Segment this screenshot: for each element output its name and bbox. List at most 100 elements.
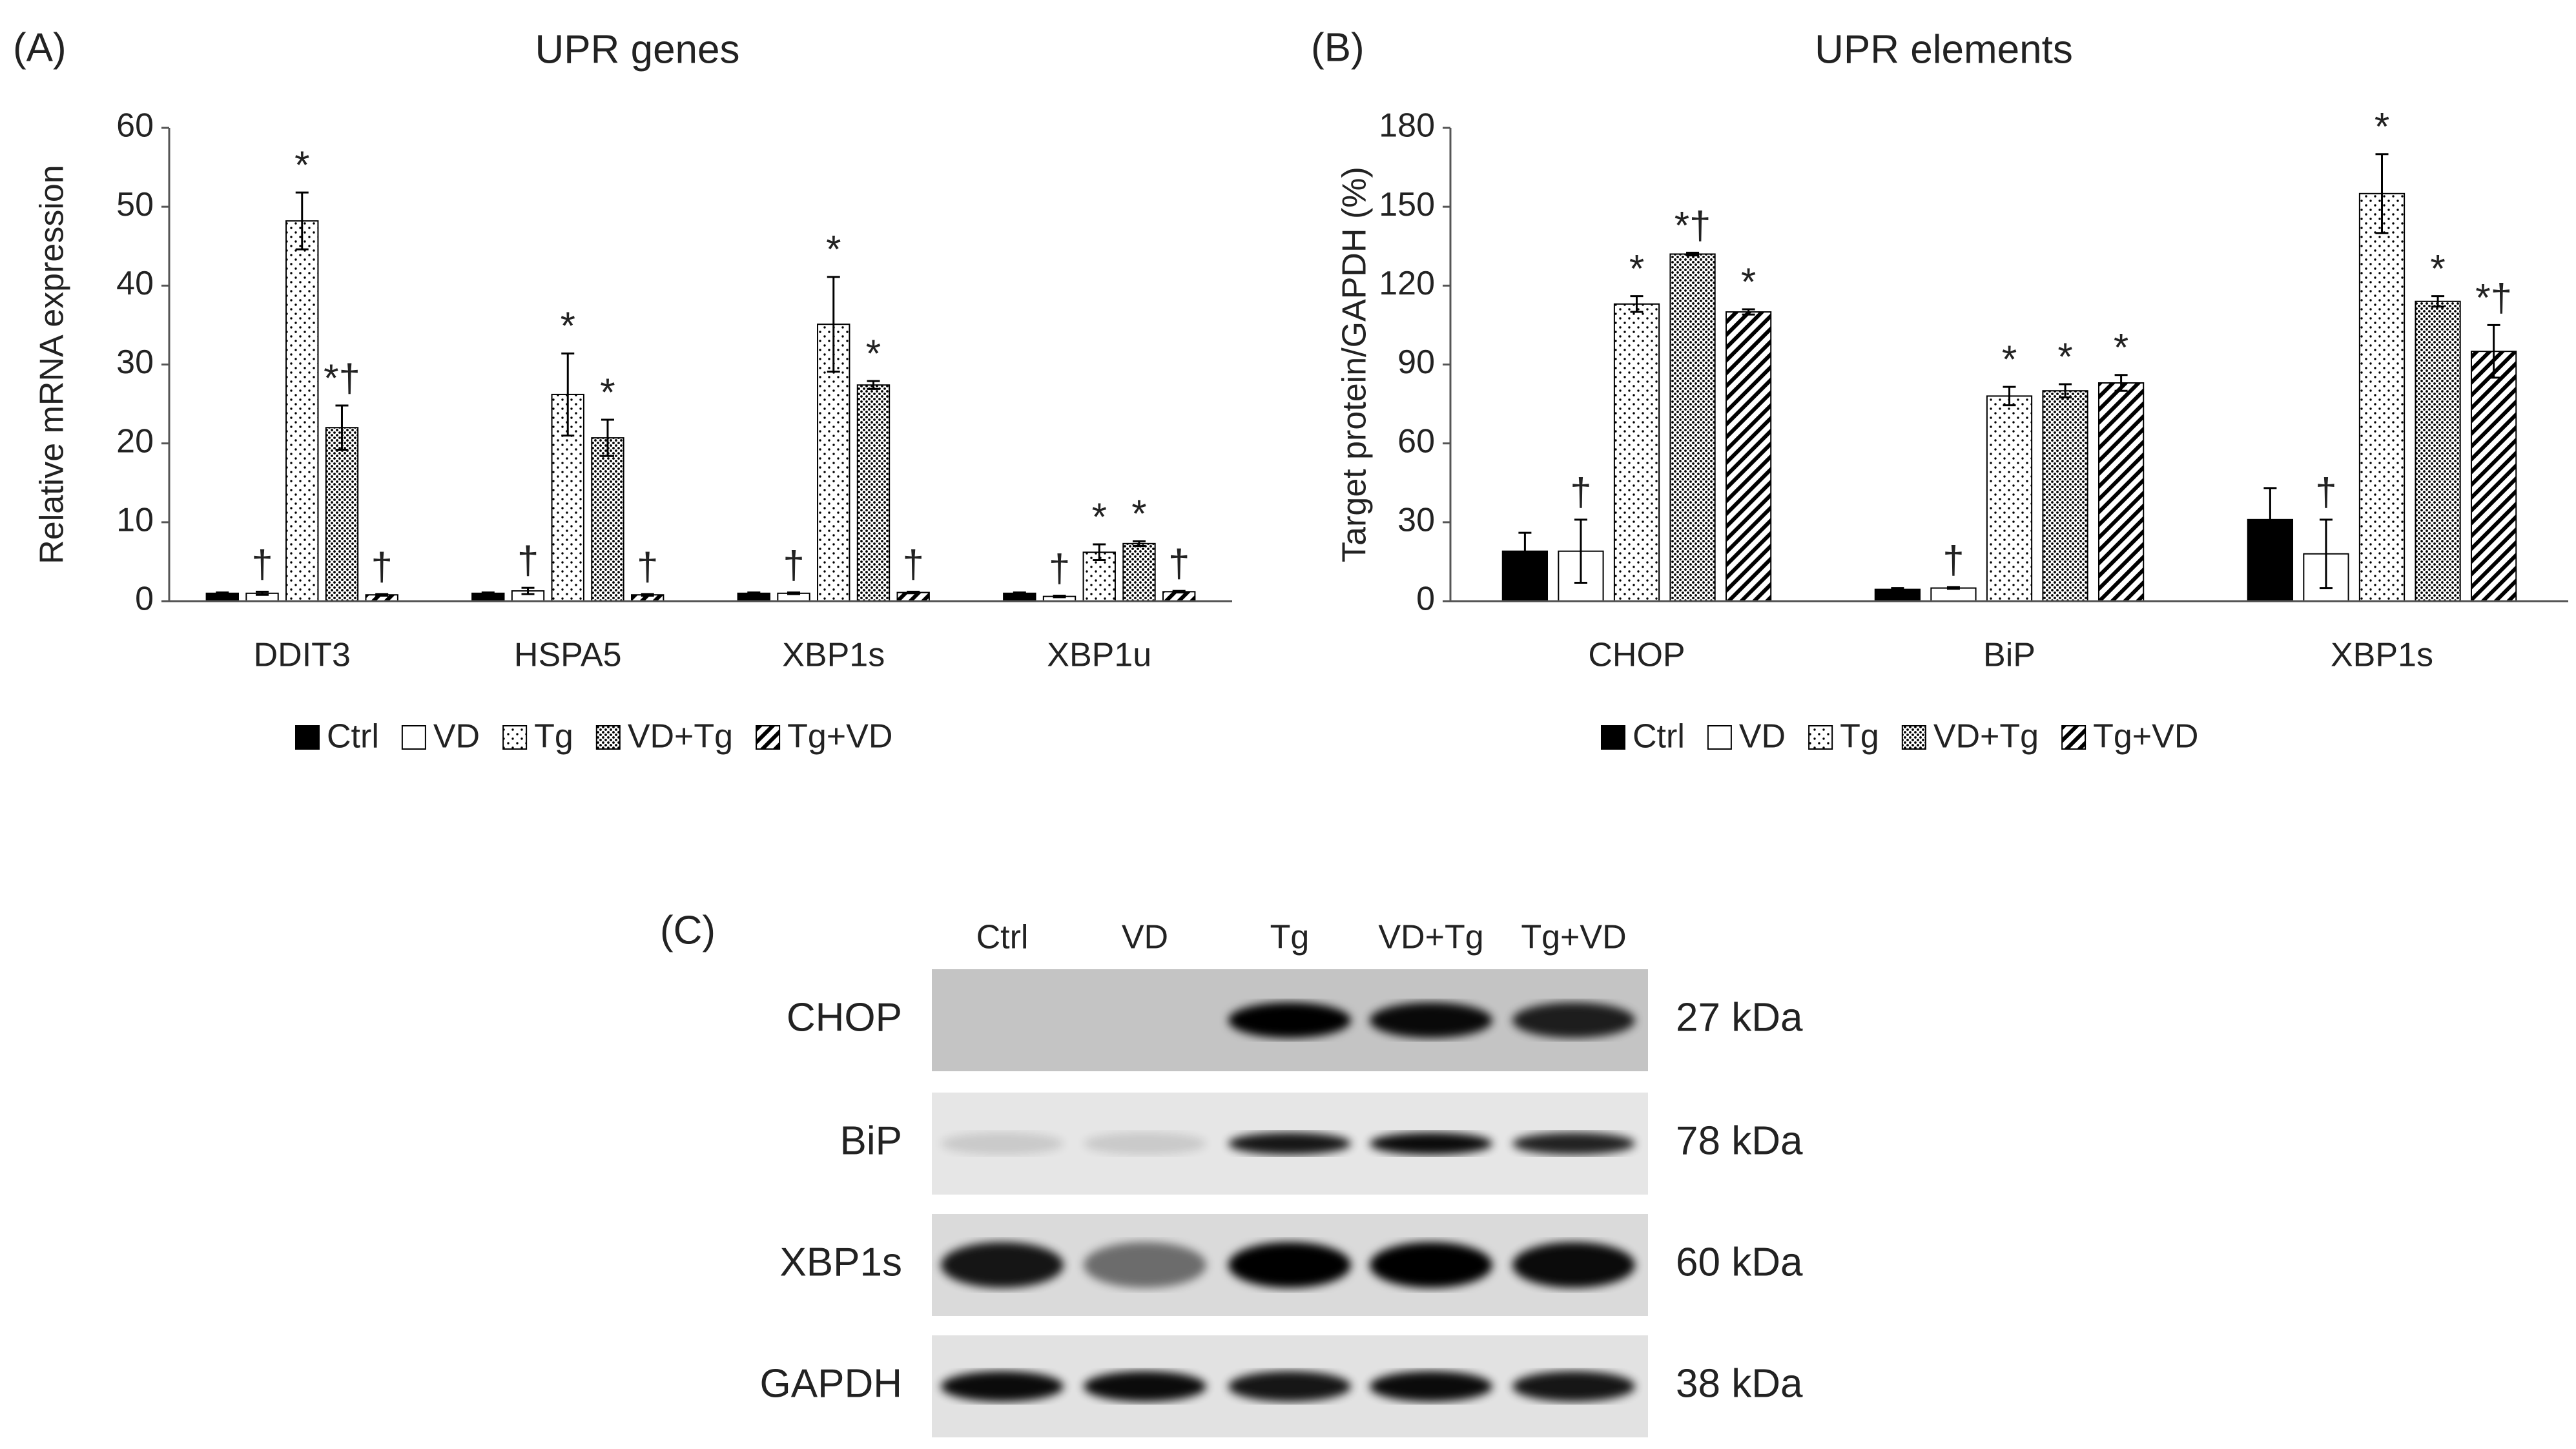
significance-mark: *† [1674,203,1711,247]
blot-band [1512,1002,1635,1038]
chart-title: UPR genes [535,27,739,72]
lane-label: Ctrl [976,919,1029,956]
y-tick-label: 50 [116,186,154,223]
size-label: 38 kDa [1676,1361,1803,1406]
blot-row [932,969,1648,1071]
blot-band [1370,1002,1492,1038]
error-bar [907,590,920,595]
blot-row [932,1093,1648,1195]
significance-mark: † [1168,542,1190,585]
bar [2097,382,2145,602]
bar [325,427,359,602]
legend-item: Tg+VD [2061,718,2198,755]
legend-item: Tg+VD [756,718,892,755]
y-tick-label: 150 [1379,186,1435,223]
y-tick-label: 20 [116,422,154,460]
error-bar [2431,295,2445,308]
blot-row [932,1214,1648,1316]
significance-mark: * [1741,260,1756,303]
error-bar [747,591,761,595]
error-bar [1093,543,1106,561]
significance-mark: * [2002,338,2017,381]
blot-band [1228,1132,1351,1155]
legend-swatch [1707,725,1732,750]
legend-swatch [2061,725,2087,750]
blot-band [1370,1242,1492,1288]
error-bar [2375,153,2389,234]
y-tick-label: 10 [116,502,154,539]
row-label: GAPDH [760,1361,902,1406]
blot-row [932,1335,1648,1437]
y-tick-label: 60 [116,107,154,145]
legend-label: VD [1739,718,1786,755]
blot-band [941,1132,1064,1155]
legend-swatch [1601,725,1625,750]
legend-label: Tg [1840,718,1879,755]
bar [2042,390,2088,602]
blot-band [1512,1242,1635,1288]
size-label: 60 kDa [1676,1240,1803,1284]
significance-mark: † [2315,471,2336,514]
legend-swatch [595,725,621,750]
blot-band [1370,1132,1492,1155]
error-bar [1172,590,1186,594]
error-bar [256,590,269,596]
bar [2358,192,2406,602]
blot-band [1228,1002,1351,1038]
bar [2470,351,2517,602]
error-bar [375,593,389,597]
error-bar [641,593,654,597]
legend-swatch [295,725,320,750]
blot-band [941,1371,1064,1402]
bar [1930,587,1977,602]
blot-band [1512,1371,1635,1402]
bar [1986,395,2033,602]
error-bar [867,380,880,390]
y-tick-label: 0 [135,581,154,618]
y-tick-label: 0 [1416,581,1435,618]
x-tick-label: XBP1u [1047,637,1151,674]
x-tick-label: BiP [1983,637,2035,674]
y-axis-label: Target protein/GAPDH (%) [1336,167,1374,562]
error-bar [1891,587,1904,592]
error-bar [1630,295,1643,313]
panel-label: (B) [1311,25,1365,70]
bar [591,437,624,602]
error-bar [827,276,840,373]
significance-mark: * [2430,247,2445,290]
significance-mark: † [251,542,273,586]
y-tick-label: 30 [1397,502,1435,539]
significance-mark: † [1049,546,1070,590]
legend-item: VD+Tg [1901,718,2039,755]
bar [2415,300,2461,602]
blot-band [941,1242,1064,1288]
legend-label: VD [433,718,480,755]
bar [856,384,891,602]
legend-swatch [1901,725,1926,750]
significance-mark: *† [2475,276,2512,319]
lane-label: Tg+VD [1521,919,1626,956]
significance-mark: † [637,545,658,588]
x-tick-label: XBP1s [782,637,885,674]
blot-band [1370,1371,1492,1402]
error-bar [521,586,535,595]
legend-item: VD [401,718,480,755]
bar [285,220,319,602]
error-bar [2114,374,2128,392]
error-bar [1518,531,1532,571]
significance-mark: * [600,371,615,414]
error-bar [1686,251,1700,257]
y-axis-label: Relative mRNA expression [34,165,71,564]
legend-item: Ctrl [1601,718,1685,755]
error-bar [2263,487,2277,553]
x-tick-label: DDIT3 [254,637,351,674]
legend-label: Tg [534,718,573,755]
y-tick-label: 40 [116,265,154,302]
significance-mark: † [783,543,804,586]
legend-item: VD [1707,718,1786,755]
bar [1122,542,1156,602]
blot-band [1084,1371,1206,1402]
error-bar [561,352,575,437]
error-bar [1013,591,1026,595]
